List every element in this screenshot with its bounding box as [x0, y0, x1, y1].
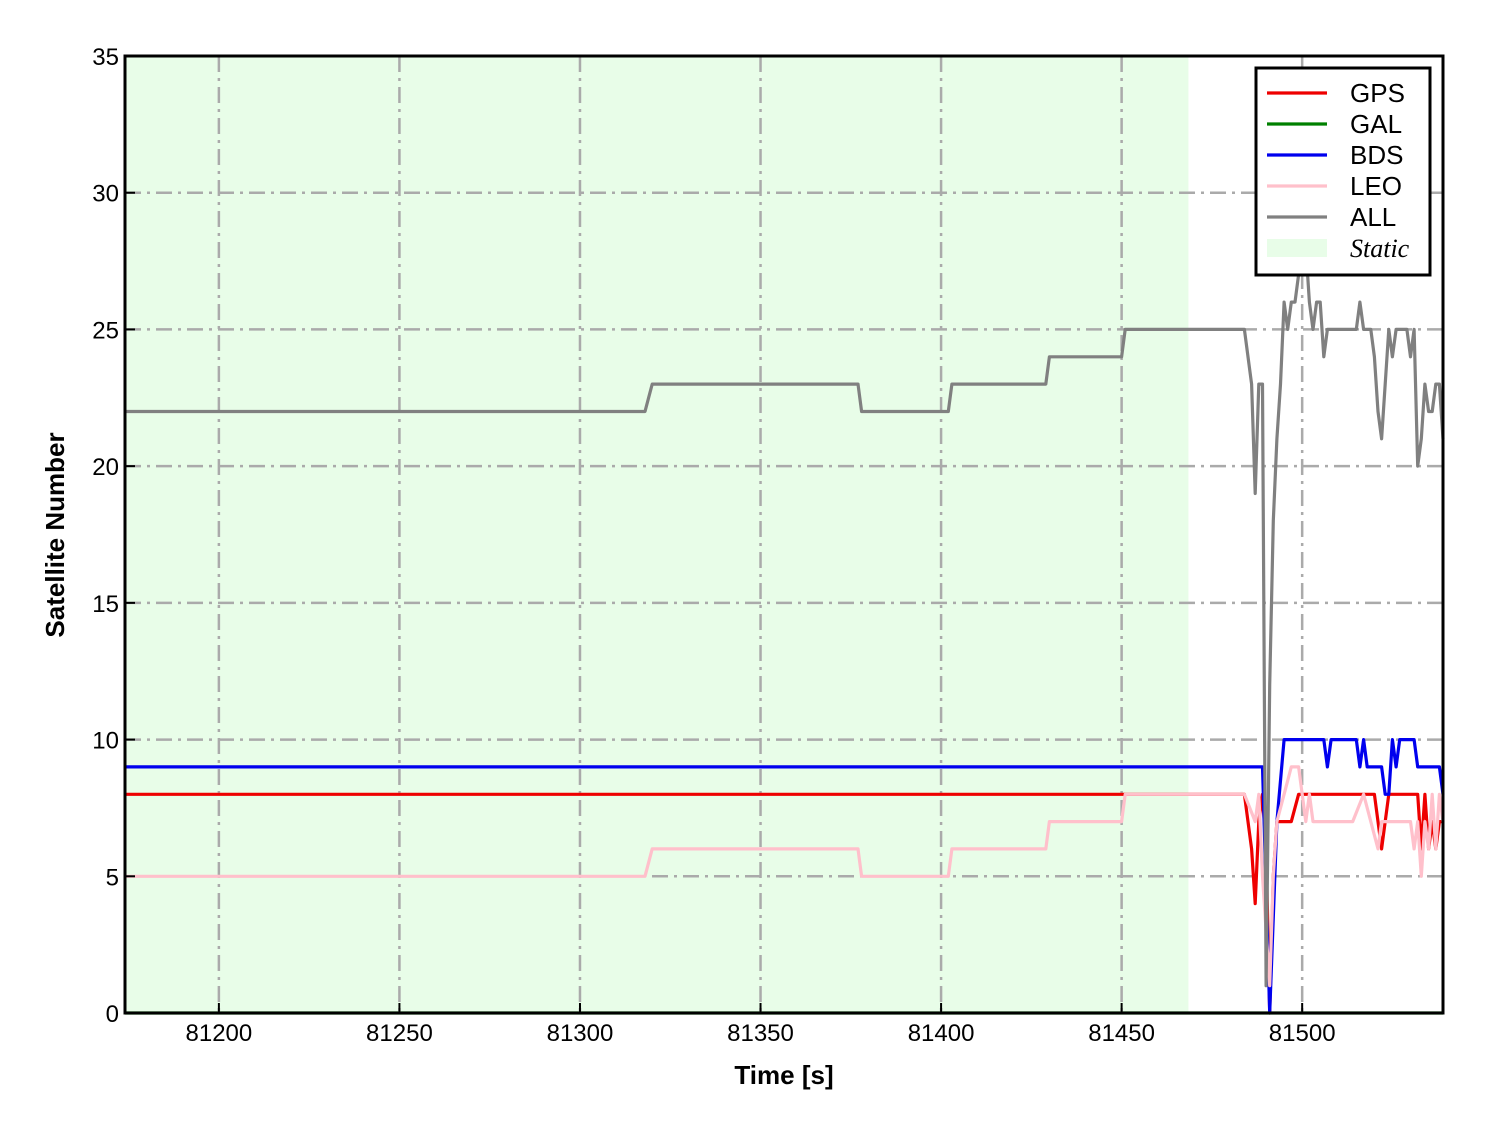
legend-box — [1254, 66, 1432, 277]
series-line-bds — [125, 737, 1445, 1015]
y-tick-label: 20 — [92, 454, 119, 481]
series-line-leo — [125, 765, 1445, 988]
x-tick-label: 81350 — [727, 1020, 794, 1047]
plot-frame — [123, 54, 1445, 1015]
y-axis-label: Satellite Number — [40, 432, 70, 637]
legend-label-gps: GPS — [1350, 78, 1405, 108]
static-region — [125, 56, 1189, 1013]
series-line-all — [125, 245, 1445, 988]
x-tick-label: 81450 — [1088, 1020, 1155, 1047]
x-tick-label: 81500 — [1269, 1020, 1336, 1047]
x-tick-label: 81400 — [908, 1020, 975, 1047]
x-tick-label: 81250 — [366, 1020, 433, 1047]
x-tick-label: 81200 — [186, 1020, 253, 1047]
x-axis-label: Time [s] — [734, 1060, 833, 1090]
legend-label-bds: BDS — [1350, 140, 1403, 170]
y-tick-label: 5 — [106, 864, 119, 891]
y-tick-label: 15 — [92, 591, 119, 618]
legend-label-static: Static — [1350, 234, 1410, 263]
y-tick-label: 25 — [92, 317, 119, 344]
y-tick-label: 30 — [92, 181, 119, 208]
legend-label-leo: LEO — [1350, 171, 1402, 201]
legend-label-all: ALL — [1350, 202, 1396, 232]
x-tick-label: 81300 — [547, 1020, 614, 1047]
legend-label-gal: GAL — [1350, 109, 1402, 139]
y-tick-label: 35 — [92, 44, 119, 71]
y-tick-label: 0 — [106, 1001, 119, 1028]
y-tick-label: 10 — [92, 728, 119, 755]
legend-swatch-static — [1267, 239, 1327, 257]
